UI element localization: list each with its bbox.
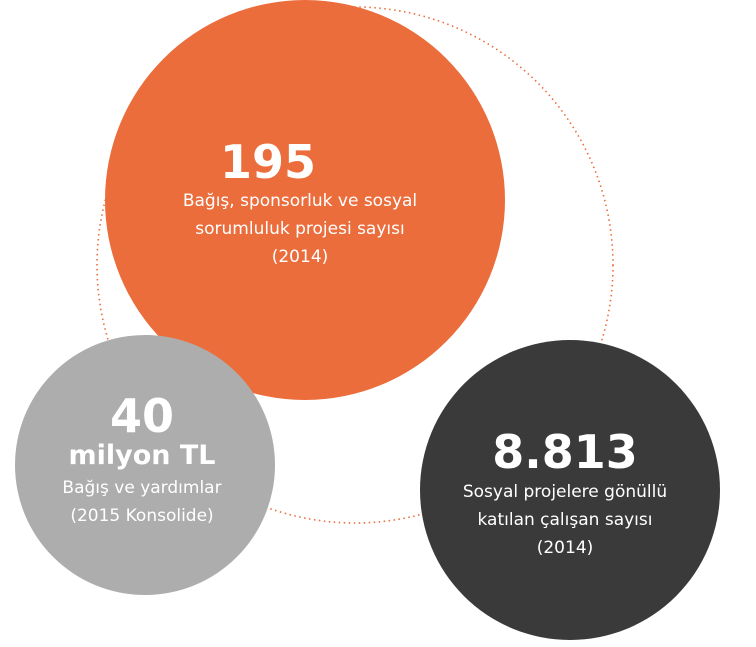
- stat-number: 40: [110, 389, 174, 443]
- orange-circle: [105, 0, 505, 400]
- stat-description: (2014): [272, 247, 329, 267]
- gray-circle: [15, 335, 275, 595]
- stat-description: Sosyal projelere gönüllü: [463, 482, 667, 502]
- stat-description: (2015 Konsolide): [70, 506, 213, 526]
- stat-description: Bağış, sponsorluk ve sosyal: [183, 191, 417, 211]
- stat-description: sorumluluk projesi sayısı: [195, 219, 404, 239]
- stat-number: 195: [220, 135, 316, 189]
- stat-number: 8.813: [492, 425, 638, 479]
- stat-description: katılan çalışan sayısı: [478, 510, 653, 530]
- stat-description: (2014): [537, 538, 594, 558]
- stat-unit: milyon TL: [68, 440, 215, 471]
- dark-circle: [420, 340, 720, 640]
- stat-description: Bağış ve yardımlar: [62, 478, 221, 498]
